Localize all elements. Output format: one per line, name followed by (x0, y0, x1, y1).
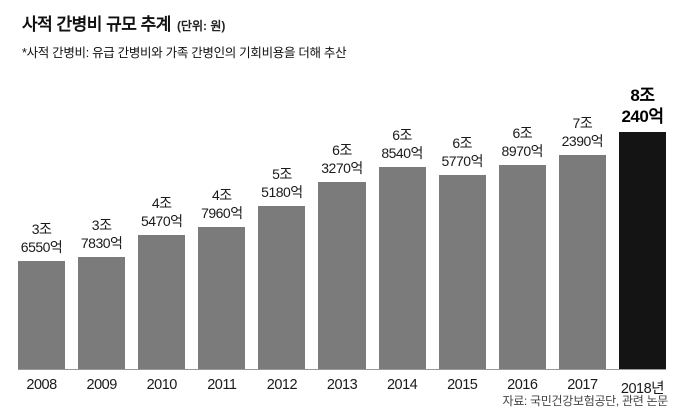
bar (318, 182, 366, 369)
bar-column: 5조 5180억 (258, 166, 306, 369)
x-axis-label: 2008 (26, 377, 57, 393)
bar (438, 175, 486, 369)
chart-area: 3조 6550억 3조 7830억 4조 5470억 4조 7960억 5조 5180억 6조 327… (18, 67, 667, 398)
bar-value-label: 8조 240억 (621, 85, 664, 126)
years-row: 2008 2009 2010 2011 2012 2013 2014 2015 2016 2017… (18, 370, 666, 398)
bar-column: 3조 7830억 (78, 217, 126, 369)
bar (258, 206, 306, 369)
bar-highlighted (618, 132, 667, 369)
bar-column: 4조 5470억 (138, 195, 186, 369)
bar (198, 227, 246, 369)
bar-value-label: 3조 7830억 (80, 217, 123, 251)
bar-value-label: 3조 6550억 (20, 221, 63, 255)
bar-column: 4조 7960억 (198, 187, 246, 369)
bar-value-label: 6조 5770억 (441, 135, 483, 169)
bar-value-label: 6조 8540억 (381, 127, 423, 161)
bar-column: 6조 8540억 (378, 127, 426, 369)
bar-column: 7조 2390억 (558, 115, 606, 369)
bar-column: 6조 5770억 (438, 135, 486, 369)
bar-column: 8조 240억 (618, 85, 667, 369)
source-note: 자료: 국민건강보험공단, 관련 논문 (502, 394, 668, 408)
bars-row: 3조 6550억 3조 7830억 4조 5470억 4조 7960억 5조 5180억 6조 327… (18, 67, 667, 370)
chart-header: 사적 간병비 규모 추계 (단위: 원) *사적 간병비: 유급 간병비와 가족… (0, 0, 680, 61)
x-axis-label: 2015 (447, 377, 478, 393)
chart-unit-note: (단위: 원) (176, 19, 226, 33)
bar (78, 257, 126, 369)
x-axis-label: 2014 (386, 377, 418, 393)
bar-value-label: 4조 5470억 (140, 195, 183, 229)
bar (18, 261, 66, 369)
x-axis-label: 2012 (266, 377, 298, 393)
x-axis-label: 2016 (507, 377, 538, 393)
bar-value-label: 5조 5180억 (261, 166, 303, 200)
bar (138, 235, 186, 369)
x-axis-label: 2011 (207, 377, 237, 393)
bar-column: 6조 3270억 (318, 142, 366, 369)
bar-value-label: 7조 2390억 (561, 115, 604, 149)
chart-title: 사적 간병비 규모 추계 (22, 15, 171, 34)
x-axis-label: 2017 (567, 377, 598, 393)
bar-column: 6조 8970억 (498, 125, 546, 369)
bar-value-label: 6조 3270억 (321, 142, 363, 176)
x-axis-label: 2010 (146, 377, 178, 393)
x-axis-label: 2009 (86, 377, 118, 393)
x-axis-label: 2018년 (620, 381, 665, 397)
bar-value-label: 6조 8970억 (501, 125, 544, 159)
bar-column: 3조 6550억 (18, 221, 66, 369)
bar (378, 167, 426, 369)
title-line: 사적 간병비 규모 추계 (단위: 원) (22, 10, 660, 35)
x-axis-label: 2013 (326, 377, 358, 393)
bar (558, 155, 606, 369)
chart-subtitle: *사적 간병비: 유급 간병비와 가족 간병인의 기회비용을 더해 추산 (22, 46, 347, 60)
bar-value-label: 4조 7960억 (201, 187, 243, 221)
bar (498, 165, 546, 369)
